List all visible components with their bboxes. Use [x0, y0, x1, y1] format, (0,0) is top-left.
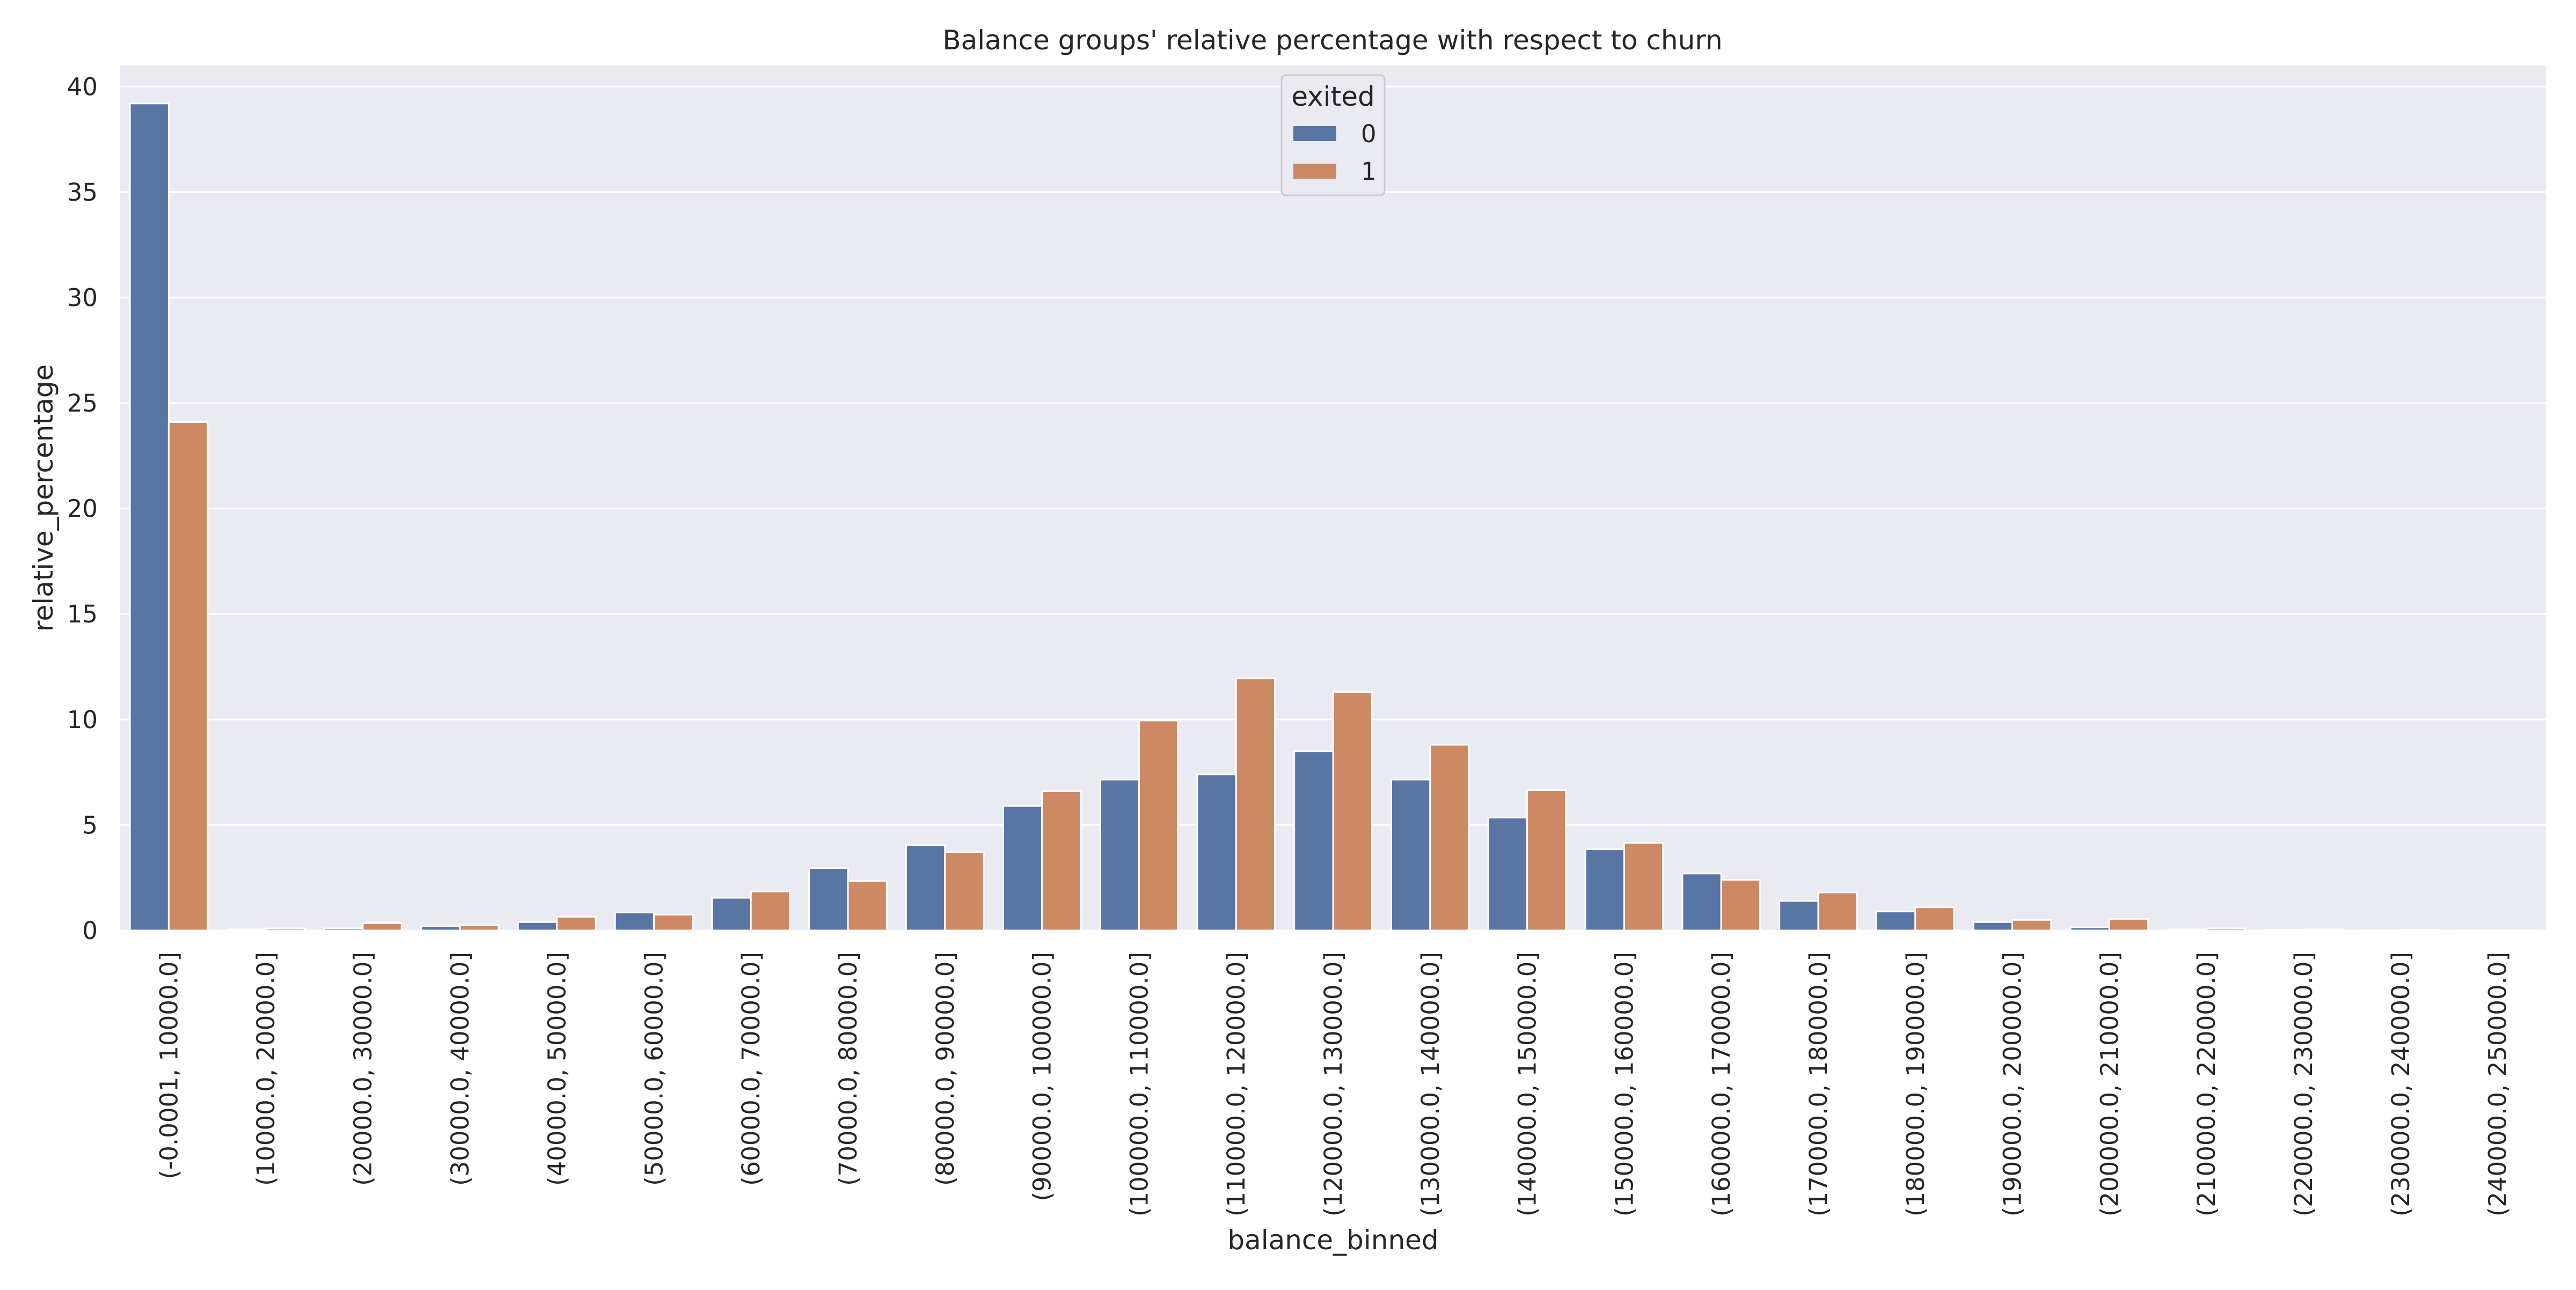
x-tick-label-13: (130000.0, 140000.0] [1416, 952, 1445, 1216]
bar-series-0-13 [1391, 780, 1430, 930]
x-tick-label-3: (30000.0, 40000.0] [446, 952, 474, 1186]
x-tick-label-15: (150000.0, 160000.0] [1610, 952, 1638, 1216]
bar-series-1-22 [2303, 929, 2342, 930]
bar-series-0-7 [809, 868, 848, 930]
x-tick-label-10: (100000.0, 110000.0] [1125, 952, 1153, 1216]
x-tick-label-1: (10000.0, 20000.0] [252, 952, 280, 1186]
x-tick-label-18: (180000.0, 190000.0] [1901, 952, 1930, 1216]
bar-series-1-6 [751, 891, 789, 930]
bar-series-0-3 [421, 926, 459, 930]
bar-series-1-5 [654, 915, 692, 930]
bar-series-1-14 [1527, 790, 1566, 930]
x-tick-label-5: (50000.0, 60000.0] [640, 952, 668, 1186]
bar-series-0-18 [1876, 912, 1915, 930]
x-axis-title: balance_binned [1227, 1225, 1438, 1256]
y-tick-label-5: 25 [67, 389, 98, 417]
bar-series-0-20 [2070, 927, 2109, 930]
x-tick-label-9: (90000.0, 100000.0] [1028, 952, 1057, 1201]
bar-series-0-10 [1100, 780, 1139, 930]
x-tick-label-16: (160000.0, 170000.0] [1707, 952, 1736, 1216]
bar-series-0-8 [906, 845, 945, 930]
bar-series-1-16 [1721, 880, 1760, 930]
bar-series-1-0 [169, 422, 207, 930]
bar-series-1-21 [2206, 928, 2245, 930]
bar-series-1-11 [1236, 678, 1275, 930]
bar-series-0-4 [518, 922, 557, 930]
x-tick-label-11: (110000.0, 120000.0] [1222, 952, 1250, 1216]
bar-series-0-11 [1197, 774, 1236, 930]
x-tick-label-17: (170000.0, 180000.0] [1804, 952, 1833, 1216]
legend-label-1: 1 [1361, 157, 1377, 186]
bar-series-0-1 [227, 929, 266, 930]
x-tick-label-8: (80000.0, 90000.0] [931, 952, 960, 1186]
y-tick-label-3: 15 [67, 600, 98, 628]
y-axis-title: relative_percentage [28, 364, 59, 632]
y-tick-label-1: 5 [82, 811, 98, 839]
bar-series-1-4 [557, 917, 596, 930]
y-tick-label-2: 10 [67, 706, 98, 734]
x-tick-label-21: (210000.0, 220000.0] [2192, 952, 2221, 1216]
bar-series-1-8 [945, 853, 984, 930]
bar-series-1-18 [1915, 907, 1954, 930]
legend-swatch-1 [1293, 164, 1336, 179]
y-axis-ticks: 0 5 10 15 20 25 30 35 40 [67, 72, 98, 945]
x-tick-label-7: (70000.0, 80000.0] [834, 952, 862, 1186]
legend-swatch-0 [1293, 126, 1336, 141]
bar-series-0-14 [1488, 818, 1527, 930]
x-tick-label-19: (190000.0, 200000.0] [1999, 952, 2027, 1216]
chart-title: Balance groups' relative percentage with… [942, 25, 1722, 56]
bar-series-0-16 [1682, 874, 1721, 930]
bar-series-0-5 [615, 913, 654, 930]
bar-series-0-17 [1780, 901, 1818, 930]
bar-series-1-10 [1139, 721, 1177, 930]
x-tick-label-24: (240000.0, 250000.0] [2484, 952, 2512, 1216]
y-tick-label-0: 0 [82, 917, 98, 945]
x-tick-label-12: (120000.0, 130000.0] [1319, 952, 1348, 1216]
x-tick-label-14: (140000.0, 150000.0] [1513, 952, 1542, 1216]
bar-series-1-15 [1624, 843, 1663, 930]
bar-series-1-20 [2109, 919, 2148, 930]
x-tick-label-4: (40000.0, 50000.0] [543, 952, 572, 1186]
bar-series-0-9 [1003, 806, 1042, 930]
legend-title: exited [1291, 81, 1374, 112]
x-tick-label-6: (60000.0, 70000.0] [737, 952, 765, 1186]
bar-series-1-1 [266, 928, 304, 930]
bar-series-1-9 [1042, 791, 1081, 930]
legend: exited 0 1 [1282, 75, 1385, 195]
bar-series-0-6 [712, 898, 751, 930]
bar-series-1-19 [2012, 920, 2051, 930]
x-axis-ticks: (-0.0001, 10000.0] (10000.0, 20000.0] (200… [155, 952, 2512, 1216]
bar-series-0-15 [1585, 849, 1624, 930]
bar-series-0-0 [130, 104, 169, 930]
y-tick-label-6: 30 [67, 283, 98, 312]
x-tick-label-2: (20000.0, 30000.0] [349, 952, 377, 1186]
bar-series-0-2 [324, 928, 363, 930]
bar-series-1-17 [1818, 892, 1857, 930]
y-tick-label-4: 20 [67, 495, 98, 523]
x-tick-label-20: (200000.0, 210000.0] [2095, 952, 2124, 1216]
legend-label-0: 0 [1361, 120, 1377, 148]
bar-series-0-21 [2168, 929, 2206, 930]
bar-series-1-7 [848, 881, 887, 930]
y-tick-label-7: 35 [67, 178, 98, 207]
bar-series-0-12 [1294, 751, 1333, 930]
x-tick-label-22: (220000.0, 230000.0] [2289, 952, 2318, 1216]
bar-series-1-2 [363, 923, 401, 930]
x-tick-label-23: (230000.0, 240000.0] [2387, 952, 2415, 1216]
x-tick-label-0: (-0.0001, 10000.0] [155, 952, 183, 1179]
y-tick-label-8: 40 [67, 72, 98, 101]
bar-series-1-3 [460, 925, 499, 930]
bar-series-0-19 [1973, 922, 2012, 930]
bar-series-1-13 [1430, 745, 1469, 930]
bar-series-1-12 [1333, 692, 1372, 930]
